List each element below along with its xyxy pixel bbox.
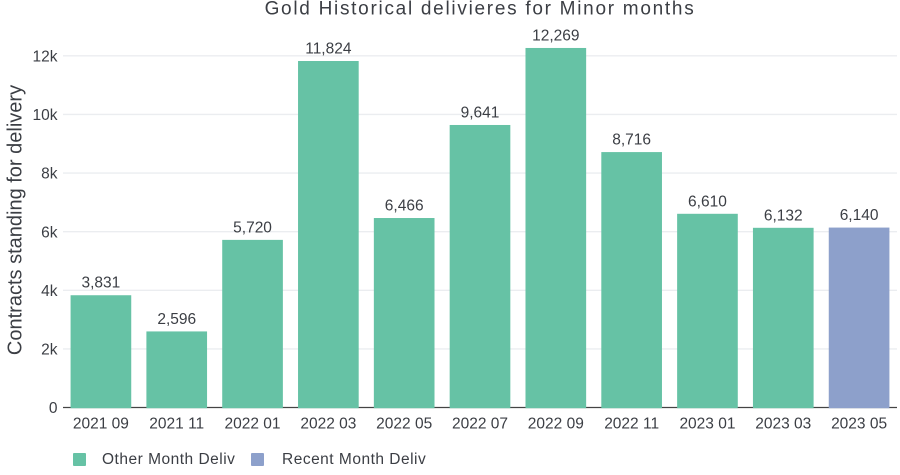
x-tick-label: 2021 09: [73, 416, 129, 433]
x-tick-label: 2022 01: [225, 416, 281, 433]
x-tick-label: 2022 11: [604, 416, 659, 433]
y-tick-label: 0: [49, 400, 58, 417]
bar-value-label: 8,716: [612, 132, 651, 149]
bar-2022-03[interactable]: [298, 61, 359, 409]
legend-swatch-recent-month-deliv: [251, 453, 264, 466]
bar-2023-05[interactable]: [828, 227, 890, 409]
bar-2022-07[interactable]: [449, 124, 511, 409]
x-tick-label: 2022 03: [300, 416, 356, 433]
bar-2023-03[interactable]: [752, 227, 814, 409]
bar-2022-01[interactable]: [222, 239, 283, 409]
x-tick-label: 2023 05: [831, 416, 887, 433]
bar-2021-09[interactable]: [70, 295, 132, 409]
bar-value-label: 2,596: [157, 311, 196, 328]
bar-value-label: 6,132: [764, 207, 803, 224]
bar-2023-01[interactable]: [677, 213, 738, 409]
bars-layer: [70, 47, 890, 409]
bar-value-label: 9,641: [461, 104, 500, 121]
bar-value-label: 3,831: [82, 275, 121, 292]
bar-2022-05[interactable]: [373, 218, 435, 409]
bar-value-label: 11,824: [305, 41, 352, 58]
bar-value-label: 6,610: [688, 193, 727, 210]
legend-label-other-month-deliv: Other Month Deliv: [102, 451, 236, 468]
bar-2021-11[interactable]: [146, 331, 208, 409]
y-tick-label: 12k: [33, 48, 58, 65]
x-tick-label: 2022 07: [452, 416, 508, 433]
y-tick-label: 2k: [41, 341, 58, 358]
y-axis-title: Contracts standing for delivery: [5, 85, 27, 355]
y-tick-label: 6k: [41, 224, 58, 241]
y-tick-label: 4k: [41, 283, 58, 300]
x-tick-label: 2022 05: [376, 416, 432, 433]
x-tick-label: 2021 11: [149, 416, 204, 433]
bar-value-label: 12,269: [532, 27, 579, 44]
x-tick-label: 2022 09: [528, 416, 584, 433]
bar-value-label: 5,720: [233, 219, 272, 236]
bar-2022-09[interactable]: [525, 47, 587, 409]
x-tick-label: 2023 03: [755, 416, 811, 433]
x-tick-label: 2023 01: [679, 416, 735, 433]
legend-item-recent-month-deliv[interactable]: Recent Month Deliv: [251, 451, 427, 468]
chart-title: Gold Historical delivieres for Minor mon…: [265, 0, 696, 20]
y-tick-label: 10k: [33, 107, 58, 124]
legend-item-other-month-deliv[interactable]: Other Month Deliv: [73, 451, 236, 468]
legend-swatch-other-month-deliv: [73, 453, 86, 466]
legend-label-recent-month-deliv: Recent Month Deliv: [282, 451, 427, 468]
bar-value-label: 6,140: [840, 207, 879, 224]
y-tick-label: 8k: [41, 166, 58, 183]
bar-2022-11[interactable]: [601, 152, 662, 409]
labels-layer: 0 2k 4k 6k 8k 10k 12k 3,831 2021 09 2,596 2021 11 5…: [33, 27, 888, 432]
bar-value-label: 6,466: [385, 198, 424, 215]
